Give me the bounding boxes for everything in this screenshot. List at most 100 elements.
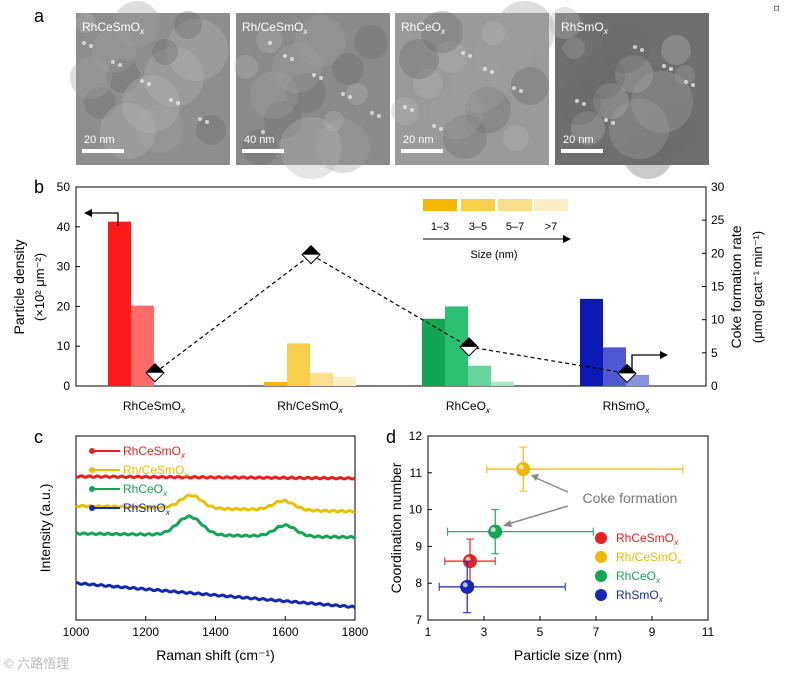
category-label: Rh/CeSmOx <box>277 399 343 415</box>
sem-texture <box>549 7 581 39</box>
coke-rate-marker-top <box>460 337 478 347</box>
x-tick-label: 11 <box>702 625 715 639</box>
sem-image-label: RhCeOx <box>401 20 446 36</box>
sem-texture <box>294 15 346 67</box>
coke-rate-marker-top <box>302 245 320 255</box>
sem-texture <box>631 71 693 133</box>
size-legend-swatch <box>498 199 532 211</box>
y-tick-label: 9 <box>415 539 422 553</box>
raman-spectrum-line <box>75 581 356 609</box>
density-bar <box>626 374 649 386</box>
sem-particle <box>312 73 316 77</box>
left-tick-label: 20 <box>57 299 71 313</box>
sem-texture <box>114 1 160 47</box>
size-legend-label: 3–5 <box>469 221 487 233</box>
sem-particle <box>403 105 407 109</box>
sem-texture <box>76 13 96 33</box>
sem-texture <box>675 65 695 85</box>
annotation-arrowhead <box>531 474 539 481</box>
raman-spectrum-line <box>75 514 356 540</box>
watermark-text: © 六路悟理 <box>4 656 69 671</box>
sem-texture <box>429 85 483 139</box>
sem-texture <box>84 87 116 119</box>
right-tick-label: 25 <box>711 213 725 227</box>
sem-particle <box>82 41 86 45</box>
size-legend-label: >7 <box>545 221 558 233</box>
sem-image <box>76 13 230 165</box>
sem-texture <box>579 53 625 99</box>
sem-particle <box>169 98 173 102</box>
right-tick-label: 30 <box>711 180 725 194</box>
panel-c-letter: c <box>34 427 43 447</box>
density-bar <box>491 381 514 386</box>
legend-marker <box>89 467 95 473</box>
density-bar <box>287 343 310 386</box>
sem-texture <box>136 105 184 153</box>
category-label: RhSmOx <box>603 399 651 415</box>
right-axis-arrowhead <box>660 351 668 359</box>
x-tick-label: 1200 <box>132 625 159 639</box>
sem-particle <box>519 89 523 93</box>
sem-particle <box>341 92 345 96</box>
sem-particle <box>640 48 644 52</box>
panel-a-letter: a <box>34 6 45 26</box>
sem-particle <box>348 95 352 99</box>
x-tick-label: 5 <box>537 625 544 639</box>
density-bar <box>422 318 445 386</box>
sem-texture <box>346 83 368 105</box>
raman-spectrum-line <box>75 493 356 514</box>
data-point <box>488 524 503 539</box>
coke-rate-line <box>154 253 628 374</box>
sem-texture <box>391 97 419 125</box>
sem-particle <box>111 60 115 64</box>
legend-marker <box>595 570 607 582</box>
left-tick-label: 40 <box>57 220 71 234</box>
sem-particle <box>512 86 516 90</box>
sem-particle <box>410 108 414 112</box>
sem-image-label: RhCeSmOx <box>82 20 145 36</box>
sem-particle <box>604 118 608 122</box>
legend-marker <box>595 551 607 563</box>
scale-bar-label: 20 nm <box>403 134 434 146</box>
sem-texture <box>465 87 511 133</box>
sem-texture <box>481 21 505 45</box>
left-tick-label: 30 <box>57 260 71 274</box>
right-tick-label: 5 <box>711 346 718 360</box>
sem-particle <box>432 124 436 128</box>
y-tick-label: 11 <box>410 466 423 480</box>
data-point-highlight <box>490 527 496 533</box>
size-legend-swatch <box>461 199 495 211</box>
x-tick-label: 1400 <box>202 625 229 639</box>
sem-texture <box>250 71 298 119</box>
sem-image-label: Rh/CeSmOx <box>242 20 308 36</box>
x-tick-label: 1600 <box>272 625 299 639</box>
legend-label: RhCeOx <box>123 482 168 498</box>
plot-frame <box>75 435 356 621</box>
sem-texture <box>563 37 585 59</box>
sem-particle <box>205 120 209 124</box>
sem-texture <box>106 59 140 93</box>
right-tick-label: 15 <box>711 280 725 294</box>
legend-label: RhCeSmOx <box>123 444 186 460</box>
scale-bar <box>82 149 124 153</box>
x-tick-label: 1 <box>425 625 432 639</box>
density-bar <box>603 347 626 386</box>
sem-texture <box>234 55 258 79</box>
sem-texture <box>332 53 364 85</box>
data-point-highlight <box>465 556 471 562</box>
sem-image <box>395 13 549 165</box>
plot-frame <box>427 435 709 621</box>
sem-texture <box>324 111 344 131</box>
size-legend-swatch <box>534 199 568 211</box>
sem-texture <box>316 119 370 173</box>
density-bar <box>580 298 603 386</box>
annotation-arrow <box>507 505 569 525</box>
sem-particle <box>176 101 180 105</box>
legend-marker <box>89 505 95 511</box>
y-tick-label: 10 <box>409 503 423 517</box>
sem-particle <box>261 130 265 134</box>
size-legend-label: 5–7 <box>506 221 524 233</box>
density-bar <box>445 306 468 386</box>
legend-marker <box>595 532 607 544</box>
left-tick-label: 50 <box>57 180 71 194</box>
